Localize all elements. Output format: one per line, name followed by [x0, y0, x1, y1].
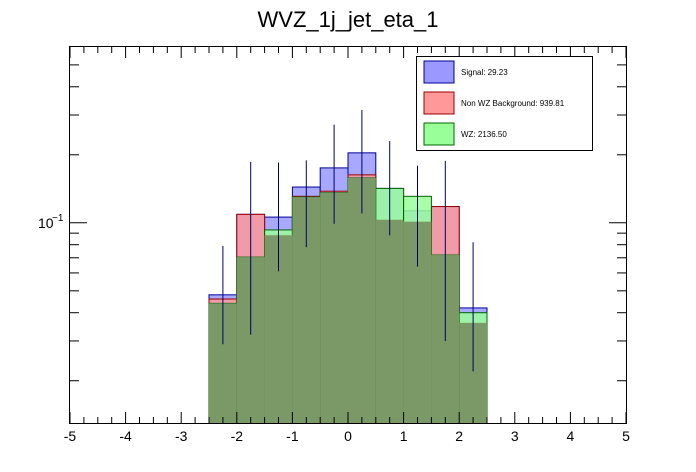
legend-swatch-wz — [423, 122, 455, 146]
legend-swatch-signal — [423, 60, 455, 84]
y-axis-ticks — [70, 64, 626, 382]
x-tick-label: -2 — [231, 428, 244, 444]
x-tick-label: 3 — [511, 428, 519, 444]
x-tick-label: -4 — [119, 428, 132, 444]
y-tick-label-0.1: 10 −1 — [38, 213, 64, 231]
y-tick-exponent: −1 — [52, 213, 64, 224]
x-tick-label: -1 — [286, 428, 299, 444]
bar-overlap-6 — [375, 219, 404, 423]
legend-label-non-wz-background: Non WZ Background: 939.81 — [461, 99, 565, 108]
bar-overlap-4 — [320, 192, 348, 423]
legend-swatch-non-wz-background — [423, 91, 455, 115]
legend-label-signal: Signal: 29.23 — [461, 68, 508, 77]
legend: Signal: 29.23 Non WZ Background: 939.81 … — [416, 56, 593, 151]
chart-title: WVZ_1j_jet_eta_1 — [258, 7, 439, 32]
y-tick-mantissa: 10 — [38, 215, 54, 231]
x-axis-ticks: -5 -4 -3 -2 -1 0 1 2 3 4 5 — [64, 47, 630, 444]
x-tick-label: -5 — [64, 428, 77, 444]
plot-frame — [69, 46, 627, 424]
x-tick-label: 4 — [567, 428, 575, 444]
x-tick-label: 1 — [400, 428, 408, 444]
x-tick-label: 5 — [622, 428, 630, 444]
x-tick-label: -3 — [175, 428, 188, 444]
x-tick-label: 0 — [344, 428, 352, 444]
bar-overlap-5 — [348, 177, 376, 423]
error-bars — [222, 109, 474, 372]
x-tick-label: 2 — [455, 428, 463, 444]
legend-label-wz: WZ: 2136.50 — [461, 130, 507, 139]
